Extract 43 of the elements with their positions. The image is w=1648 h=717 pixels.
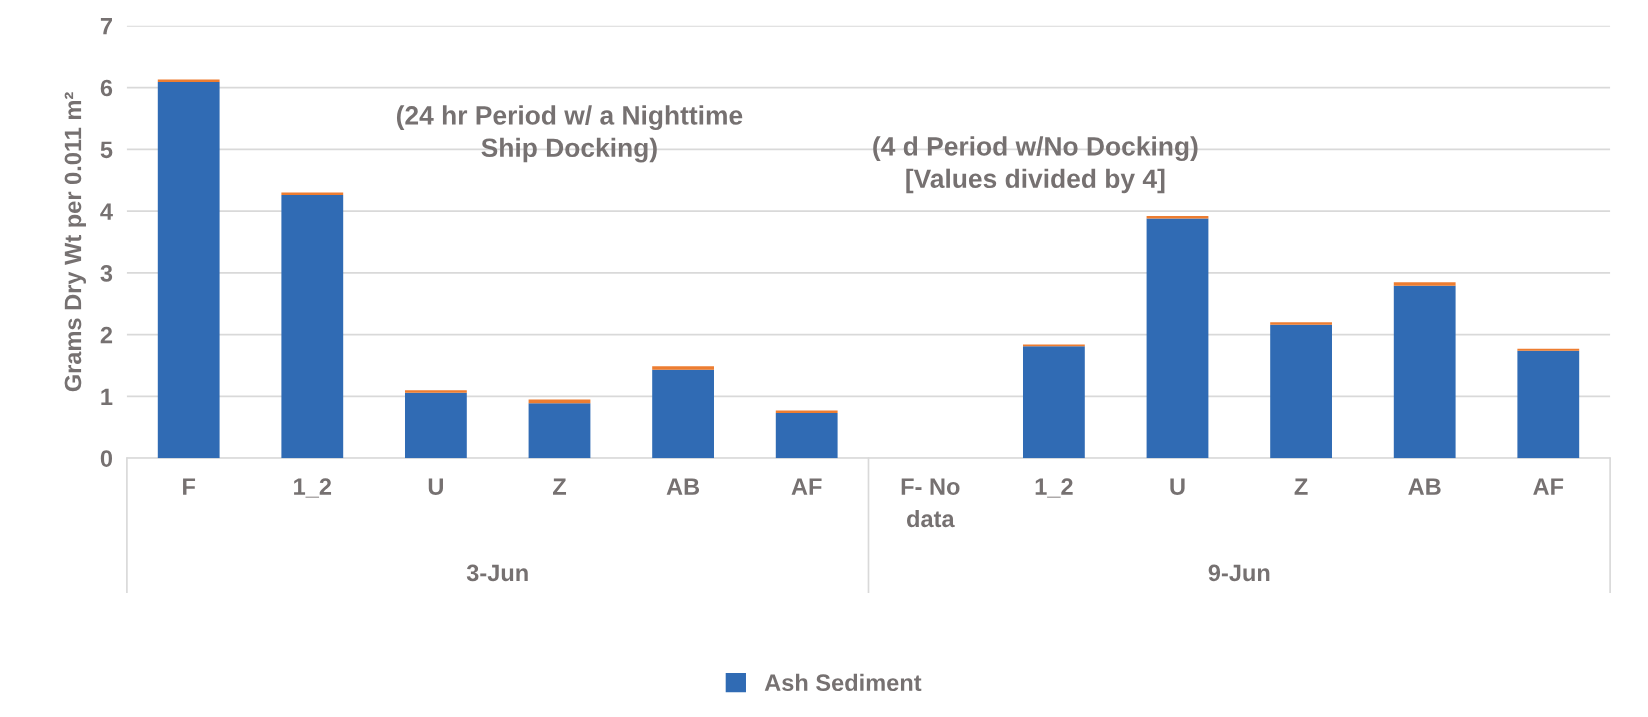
x-tick-label: U [428,478,443,495]
y-tick-label: 2 [100,326,113,344]
bar [652,369,714,459]
x-tick-label: AB [666,478,700,495]
y-tick-label: 6 [100,79,113,97]
bar [652,366,714,370]
bar [1146,216,1209,219]
x-tick-label: AF [1533,478,1564,495]
bar [528,399,591,404]
bar [1517,350,1580,459]
x-tick-label: Z [552,478,567,495]
text: 3-Jun [466,564,528,582]
y-tick-label: 0 [100,450,113,467]
x-tick-label: Z [1294,478,1308,495]
text: 9-Jun [1208,564,1270,582]
annotation: (24 hr Period w/ a Nighttime Ship Docking) [396,105,743,163]
y-tick-label: 1 [101,388,113,405]
y-tick-label: 3 [100,264,113,282]
x-tick-label: AF [791,478,822,495]
y-tick-label: 7 [100,18,112,35]
bar [1393,282,1456,286]
bar [405,390,467,393]
x-tick-label: AB [1408,478,1441,495]
bar [775,413,838,459]
x-tick-label: U [1170,478,1185,495]
bar [157,82,220,459]
annotation: (4 d Period w/No Docking) [Values divided by 4] [873,136,1198,194]
bar [281,195,344,459]
x-tick-label: 1_2 [1035,478,1073,498]
bar [1393,285,1456,459]
bar [405,392,467,459]
y-tick-label: 4 [100,203,113,220]
x-tick-label: F [183,478,196,495]
bar [1023,346,1085,459]
bar [1146,218,1209,459]
x-tick-label: 1_2 [294,478,332,498]
bar [1270,324,1332,459]
bar [528,403,591,459]
legend-label: Ash Sediment [764,673,922,692]
x-tick-label: F- No data [901,478,960,528]
y-axis-title: Grams Dry Wt per 0.011 m² [64,92,86,392]
bar [1270,322,1332,325]
y-tick-label: 5 [100,141,113,159]
